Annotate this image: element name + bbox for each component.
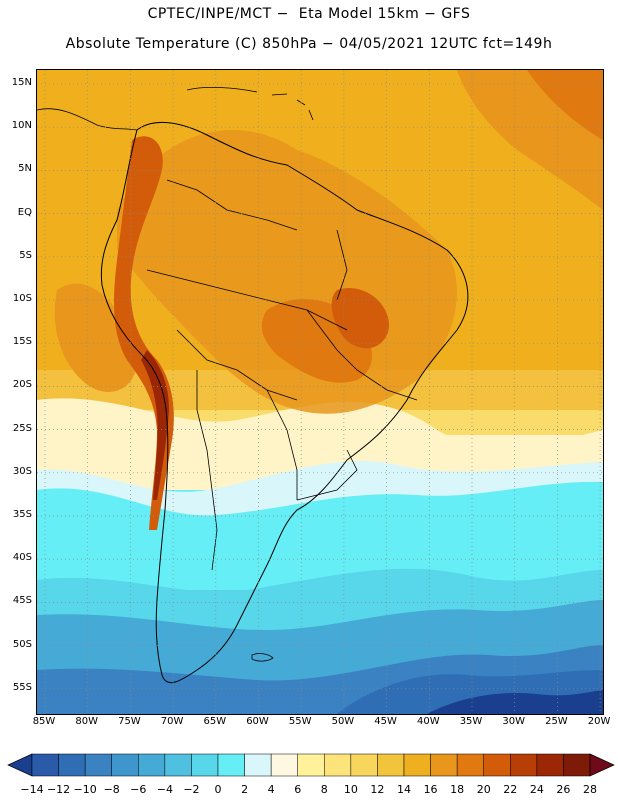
lat-label: 5S [19, 249, 32, 261]
lon-label: 60W [246, 716, 269, 727]
colorbar-box [58, 753, 86, 777]
colorbar [7, 753, 615, 777]
lon-label: 55W [288, 716, 312, 727]
colorbar-box [536, 753, 564, 777]
colorbar-box [430, 753, 458, 777]
caribbean-islands [186, 87, 314, 121]
lon-label: 30W [502, 716, 525, 727]
lat-label: 45S [12, 595, 32, 607]
colorbar-tick-label: 6 [294, 783, 302, 796]
lat-label: 30S [12, 465, 32, 477]
andes-ridge [141, 350, 169, 500]
lon-label: 25W [545, 716, 568, 727]
colorbar-box [111, 753, 139, 777]
colorbar-box [510, 753, 538, 777]
colorbar-box [31, 753, 59, 777]
colorbar-box [270, 753, 298, 777]
colorbar-tick-label: 12 [370, 783, 385, 796]
colorbar-box [164, 753, 192, 777]
map-gridlines [37, 70, 603, 714]
colorbar-tick-label: 16 [423, 783, 438, 796]
country-border [296, 449, 358, 501]
map-subtitle: Absolute Temperature (C) 850hPa − 04/05/… [65, 36, 553, 52]
colorbar-tick-label: −8 [103, 783, 120, 796]
lat-label: 50S [12, 638, 32, 650]
colorbar-box [244, 753, 272, 777]
lon-label: 35W [459, 716, 483, 727]
lon-label: 75W [118, 716, 141, 727]
colorbar-box [350, 753, 378, 777]
lon-label: 85W [32, 716, 56, 727]
colorbar-box [483, 753, 511, 777]
falkland-islands [251, 653, 274, 662]
country-border [146, 269, 348, 331]
lat-label: 10S [12, 293, 32, 304]
colorbar-tick-label: 20 [476, 783, 491, 796]
lon-label: 20W [587, 716, 611, 727]
lat-label: 15S [12, 336, 32, 348]
colorbar-tick-label: 2 [241, 783, 249, 796]
colorbar-box [191, 753, 219, 777]
lon-label: 40W [416, 716, 440, 727]
country-border [196, 370, 218, 571]
colorbar-tick-label: 4 [267, 783, 275, 796]
field-contour [527, 70, 603, 140]
lon-label: 45W [374, 716, 397, 727]
colorbar-tick-label: 28 [583, 783, 597, 796]
lat-label: EQ [17, 206, 32, 218]
south-america-coast [100, 121, 469, 684]
colorbar-tick-label: 22 [503, 783, 518, 796]
lat-label: 10N [11, 120, 32, 132]
colorbar-tick-label: 14 [397, 783, 411, 796]
country-border [336, 229, 348, 301]
lat-label: 40S [12, 552, 32, 564]
colorbar-tick-label: −12 [46, 783, 71, 796]
continent-field [331, 288, 389, 349]
lon-label: 70W [160, 716, 184, 727]
colorbar-tick-label: 18 [450, 783, 465, 796]
colorbar-tick-label: −6 [130, 783, 147, 796]
lon-label: 80W [75, 716, 98, 727]
colorbar-tick-label: −4 [156, 783, 173, 796]
country-border [306, 309, 418, 401]
colorbar-box [563, 753, 591, 777]
colorbar-box [377, 753, 405, 777]
lat-label: 25S [12, 422, 32, 434]
central-america-coast [37, 108, 138, 131]
colorbar-tick-label: 8 [320, 783, 328, 796]
colorbar-max-arrow [589, 753, 615, 777]
colorbar-tick-label: 24 [529, 783, 544, 796]
country-border [266, 389, 298, 500]
lat-label: 15N [11, 77, 32, 88]
colorbar-tick-label: 0 [214, 783, 222, 796]
colorbar-tick-label: −2 [183, 783, 200, 796]
lat-label: 20S [12, 379, 32, 391]
lon-label: 50W [331, 716, 355, 727]
country-border [166, 179, 298, 231]
colorbar-box [456, 753, 484, 777]
field-contour [37, 481, 603, 590]
colorbar-tick-label: −14 [20, 783, 44, 796]
colorbar-tick-label: −10 [73, 783, 97, 796]
map-title: CPTEC/INPE/MCT − Eta Model 15km − GFS [147, 6, 471, 22]
colorbar-box [403, 753, 431, 777]
colorbar-tick-label: 26 [556, 783, 571, 796]
colorbar-box [217, 753, 245, 777]
colorbar-box [324, 753, 352, 777]
lat-label: 5N [18, 163, 32, 175]
field-contour [37, 398, 603, 490]
country-border [176, 329, 298, 401]
lat-label: 35S [12, 509, 32, 520]
colorbar-tick-label: 10 [343, 783, 358, 796]
lon-label: 65W [203, 716, 227, 727]
colorbar-box [138, 753, 166, 777]
colorbar-min-arrow [7, 753, 33, 777]
colorbar-box [84, 753, 112, 777]
temperature-map[interactable] [36, 69, 604, 715]
colorbar-box [297, 753, 325, 777]
lat-label: 55S [12, 681, 32, 693]
